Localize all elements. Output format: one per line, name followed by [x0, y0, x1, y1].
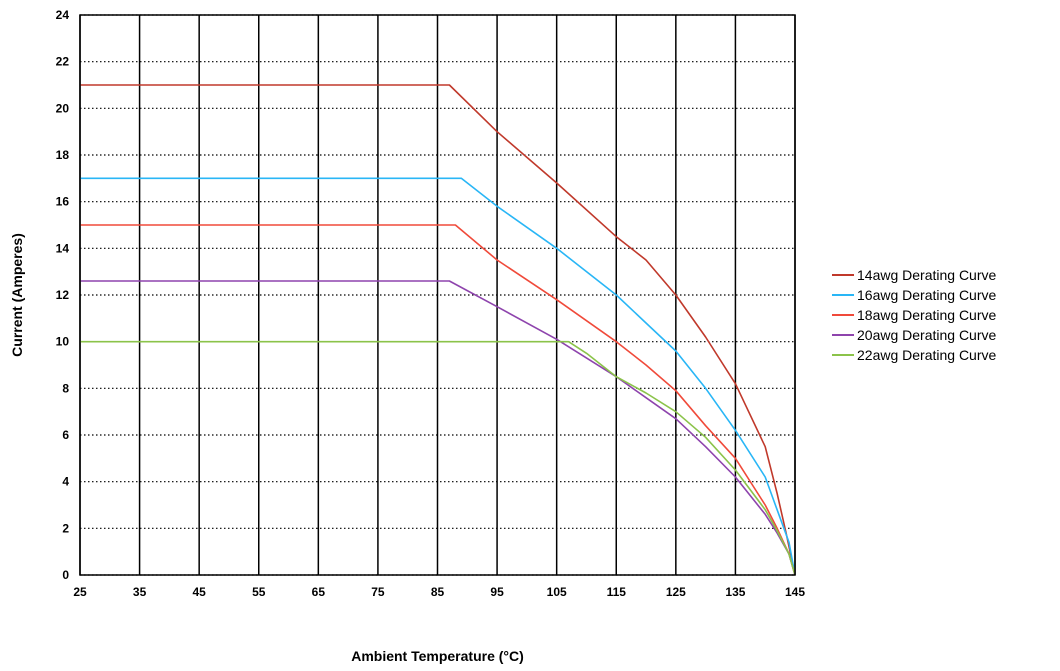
x-tick-label: 45	[192, 585, 206, 599]
series-line-3	[80, 224, 796, 576]
y-tick-label: 6	[62, 428, 69, 442]
y-tick-label: 22	[56, 55, 70, 69]
x-tick-labels: 25 35 45 55 65 75 85 95 105 115 125 135 145	[73, 585, 805, 599]
x-tick-label: 85	[431, 585, 445, 599]
plot-frame	[79, 14, 796, 576]
x-tick-label: 55	[252, 585, 266, 599]
y-tick-label: 18	[56, 148, 70, 162]
x-tick-label: 35	[133, 585, 147, 599]
y-tick-label: 24	[56, 8, 70, 22]
x-tick-label: 145	[785, 585, 805, 599]
x-tick-label: 135	[725, 585, 745, 599]
y-tick-label: 4	[62, 475, 69, 489]
legend-label: 16awg Derating Curve	[857, 287, 997, 303]
y-tick-label: 2	[62, 521, 69, 535]
x-tick-label: 25	[73, 585, 87, 599]
y-tick-label: 14	[56, 241, 70, 255]
series-line-5	[80, 340, 796, 576]
y-tick-label: 0	[62, 568, 69, 582]
series-line-2	[80, 177, 796, 576]
legend-label: 14awg Derating Curve	[857, 267, 997, 283]
legend-label: 20awg Derating Curve	[857, 327, 997, 343]
series-line-4	[80, 280, 796, 576]
x-tick-label: 105	[547, 585, 567, 599]
y-tick-label: 10	[56, 335, 70, 349]
x-tick-label: 125	[666, 585, 686, 599]
x-tick-label: 95	[490, 585, 504, 599]
series-line-1	[80, 84, 796, 576]
legend: 14awg Derating Curve 16awg Derating Curve…	[832, 267, 997, 363]
legend-label: 22awg Derating Curve	[857, 347, 997, 363]
y-tick-label: 8	[62, 381, 69, 395]
legend-label: 18awg Derating Curve	[857, 307, 997, 323]
y-axis-title: Current (Amperes)	[9, 233, 25, 357]
x-tick-label: 75	[371, 585, 385, 599]
x-tick-label: 115	[607, 585, 627, 599]
y-tick-label: 20	[56, 101, 70, 115]
y-tick-label: 16	[56, 195, 70, 209]
x-tick-label: 65	[312, 585, 326, 599]
y-tick-label: 12	[56, 288, 70, 302]
series-lines	[80, 84, 796, 576]
x-axis-title: Ambient Temperature (°C)	[351, 648, 524, 664]
